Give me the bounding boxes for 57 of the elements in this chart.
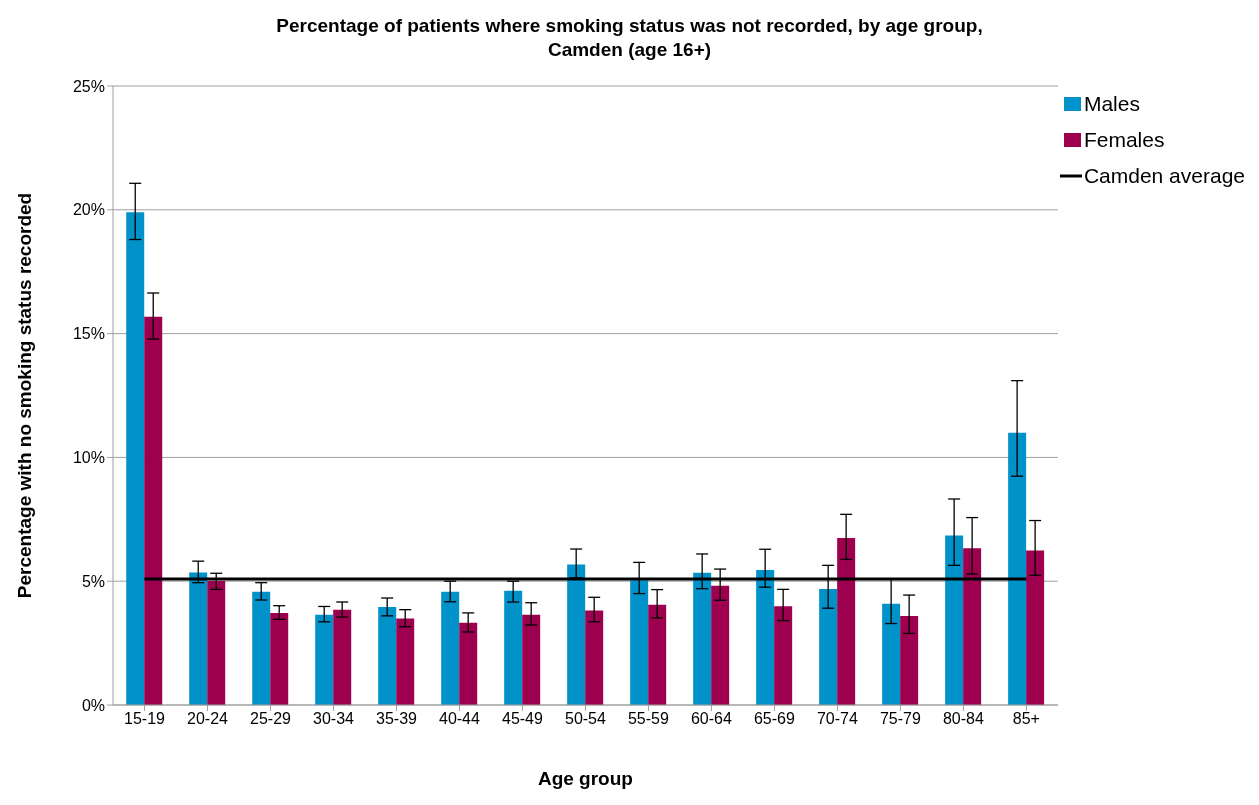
x-axis-title: Age group	[537, 768, 633, 789]
chart-title: Percentage of patients where smoking status was not recorded, by age group, Camden (age 16+)	[275, 14, 984, 62]
bar	[126, 212, 145, 705]
bar	[648, 604, 667, 705]
y-tick-label: 10%	[72, 449, 105, 467]
bar	[1008, 432, 1027, 705]
bar	[963, 548, 982, 705]
bar	[207, 580, 226, 705]
bar	[819, 588, 838, 705]
bar	[459, 622, 478, 705]
bar	[711, 585, 730, 705]
y-axis-title: Percentage with no smoking status recorded	[13, 192, 35, 599]
y-tick-label: 15%	[72, 325, 105, 343]
bar	[315, 614, 334, 705]
bar	[189, 572, 208, 705]
x-tick-label: 30-34	[313, 710, 355, 728]
bar	[378, 606, 397, 705]
bar	[900, 616, 919, 705]
x-tick-label: 80-84	[942, 710, 984, 728]
y-tick-label: 0%	[81, 696, 105, 714]
x-tick-label: 75-79	[879, 710, 921, 728]
bar	[252, 591, 271, 705]
bar	[585, 610, 604, 705]
bar	[144, 316, 163, 705]
bar	[882, 603, 901, 705]
x-tick-label: 45-49	[501, 710, 544, 728]
bar	[837, 538, 856, 705]
bar	[774, 606, 793, 705]
bar	[693, 572, 712, 705]
legend-label: Females	[1083, 127, 1165, 153]
bar	[396, 618, 415, 705]
x-tick-label: 60-64	[690, 710, 732, 728]
bar	[567, 564, 586, 705]
bar	[756, 570, 775, 705]
x-tick-label: 35-39	[376, 710, 418, 728]
x-tick-label: 25-29	[250, 710, 292, 728]
x-tick-label: 40-44	[439, 710, 481, 728]
bar	[630, 580, 649, 705]
x-tick-label: 15-19	[124, 710, 166, 728]
bar	[504, 590, 523, 705]
legend-label: Camden average	[1083, 163, 1245, 189]
y-tick-label: 5%	[81, 572, 105, 590]
x-tick-label: 85+	[1012, 710, 1040, 728]
x-tick-label: 55-59	[627, 710, 669, 728]
y-tick-label: 25%	[72, 77, 105, 95]
x-tick-label: 65-69	[753, 710, 795, 728]
bar	[522, 614, 541, 705]
y-tick-label: 20%	[72, 201, 105, 219]
bar	[270, 612, 289, 705]
x-tick-label: 20-24	[187, 710, 229, 728]
x-tick-label: 50-54	[564, 710, 607, 728]
bar	[333, 609, 352, 705]
x-tick-label: 70-74	[816, 710, 858, 728]
bar	[1026, 550, 1045, 705]
legend-label: Males	[1083, 91, 1140, 117]
bar	[441, 591, 460, 705]
bar	[945, 535, 964, 705]
